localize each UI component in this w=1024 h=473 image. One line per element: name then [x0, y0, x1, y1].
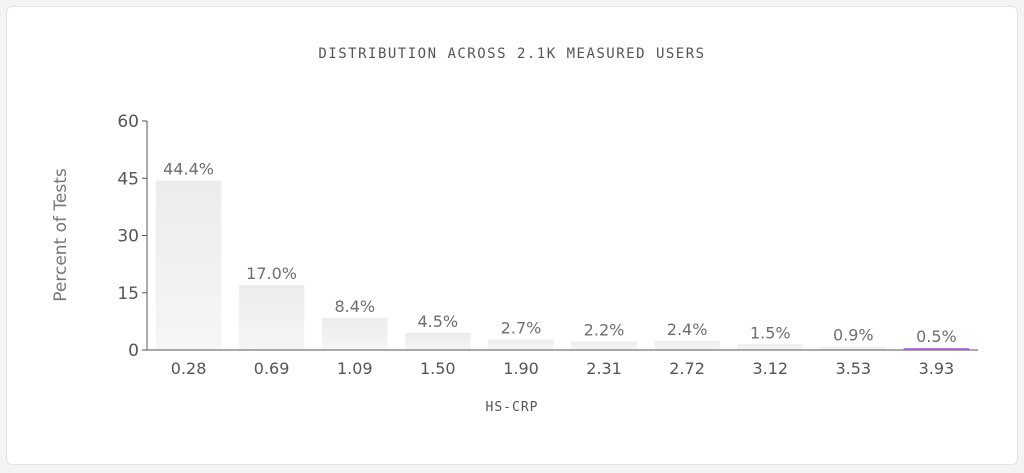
x-tick-label: 3.12 — [752, 359, 788, 378]
bar-value-label: 0.5% — [916, 327, 957, 346]
y-tick-label: 30 — [117, 227, 139, 247]
x-tick-label: 1.50 — [420, 359, 456, 378]
bar-value-label: 4.5% — [417, 312, 458, 331]
bar-value-label: 44.4% — [163, 160, 214, 179]
x-axis-label: HS-CRP — [486, 400, 539, 415]
x-tick-label: 3.53 — [835, 359, 871, 378]
x-tick-label: 2.31 — [586, 359, 622, 378]
bar — [571, 341, 637, 350]
x-tick-label: 1.09 — [337, 359, 373, 378]
x-tick-label: 3.93 — [919, 359, 955, 378]
y-tick-label: 15 — [117, 284, 139, 304]
chart-title: DISTRIBUTION ACROSS 2.1K MEASURED USERS — [318, 46, 705, 62]
axes-layer: 0.28 0.69 1.09 1.50 1.90 2.31 2.72 3.12 3.53 3.93… — [117, 112, 978, 378]
bar-value-label: 8.4% — [334, 297, 375, 316]
bars-layer: 44.4% 17.0% 8.4% 4.5% 2.7% 2.2% 2.4% 1.5% 0.9% 0.… — [155, 160, 970, 350]
bar — [488, 339, 554, 350]
bar-highlight — [903, 348, 970, 350]
y-axis-label: Percent of Tests — [51, 168, 71, 302]
bar — [737, 344, 803, 350]
bar-value-label: 0.9% — [833, 326, 874, 345]
bar-value-label: 2.2% — [584, 321, 625, 340]
x-tick-label: 0.69 — [254, 359, 290, 378]
bar — [820, 346, 887, 350]
bar — [321, 317, 388, 350]
bar — [155, 180, 222, 350]
y-tick-label: 60 — [117, 112, 139, 132]
x-tick-label: 1.90 — [503, 359, 539, 378]
bar-value-label: 1.5% — [750, 323, 791, 342]
x-tick-label: 0.28 — [171, 359, 207, 378]
y-tick-label: 45 — [117, 169, 139, 189]
bar-value-label: 2.7% — [501, 319, 542, 338]
bar-value-label: 17.0% — [246, 264, 297, 283]
bar — [654, 340, 720, 350]
x-tick-label: 2.72 — [669, 359, 705, 378]
bar-value-label: 2.4% — [667, 320, 708, 339]
bar — [238, 285, 305, 350]
bar — [405, 332, 471, 350]
y-tick-label: 0 — [128, 341, 139, 361]
